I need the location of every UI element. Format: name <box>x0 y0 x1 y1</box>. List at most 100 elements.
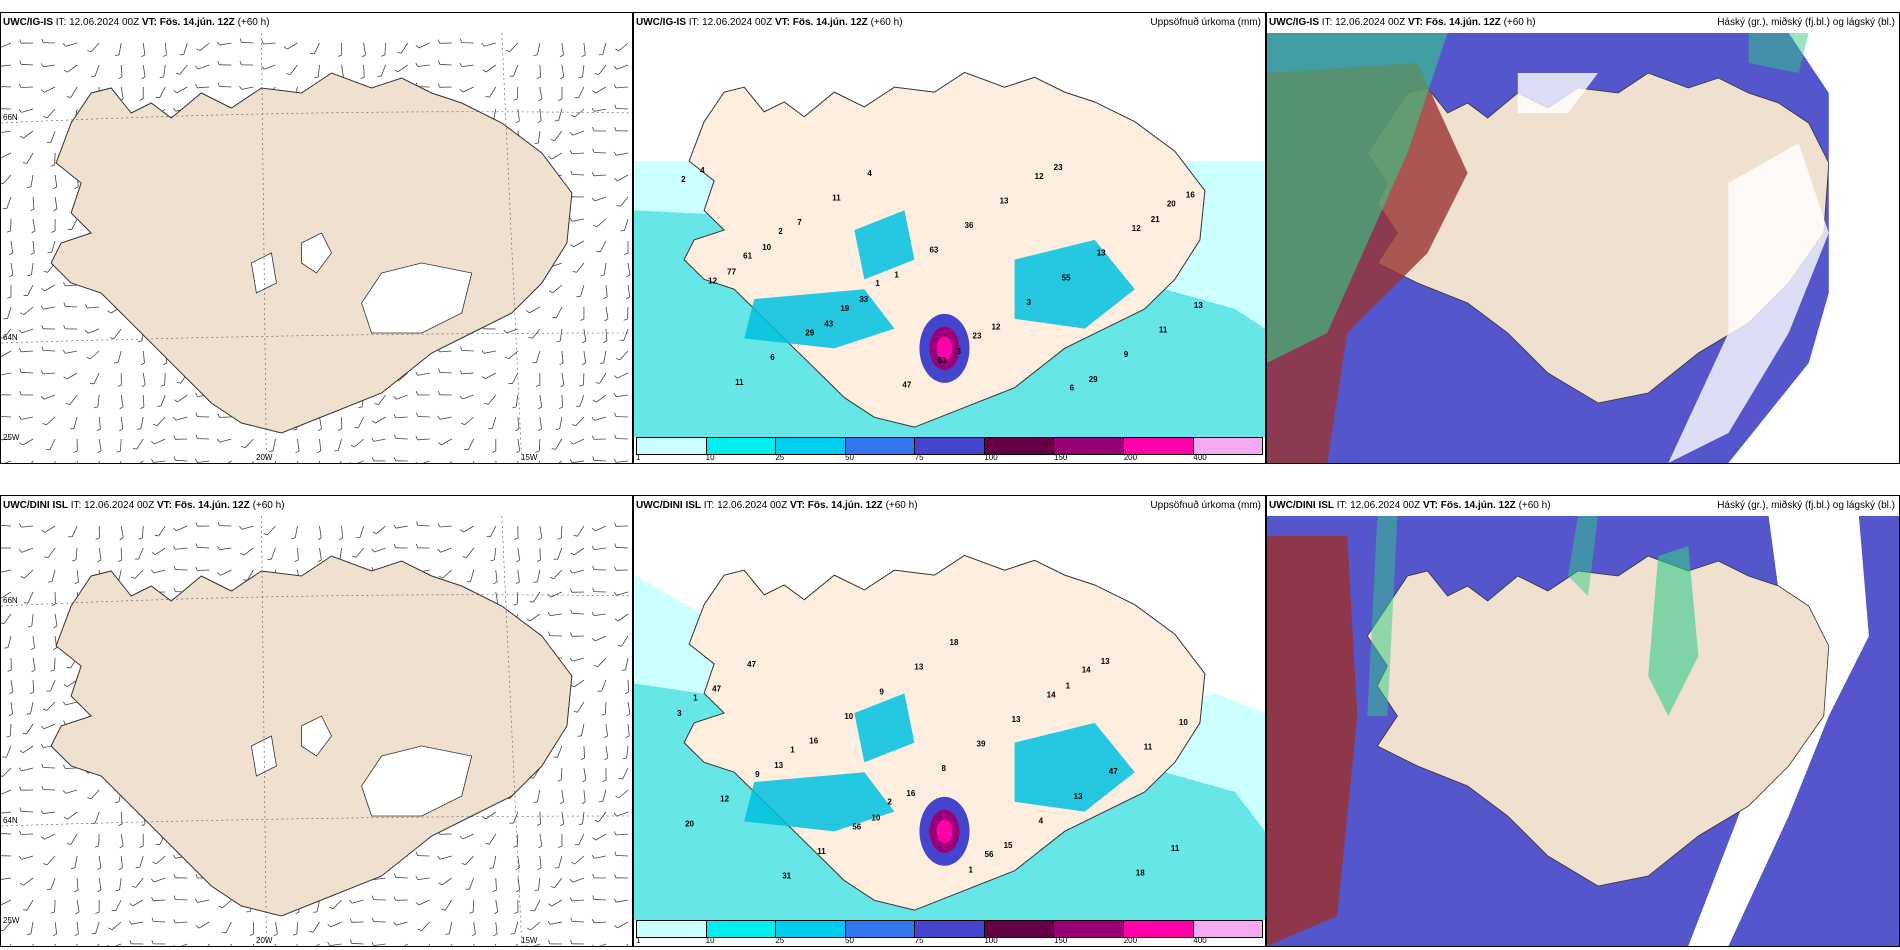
wind-barb <box>363 42 366 55</box>
cloud-map[interactable] <box>1267 33 1899 463</box>
wind-barb-flag <box>74 186 79 190</box>
wind-barb-flag <box>41 836 45 840</box>
wind-barb-flag <box>115 801 120 803</box>
wind-barb-flag <box>7 669 12 672</box>
wind-barb <box>617 174 629 182</box>
wind-barb <box>154 438 166 445</box>
wind-barb <box>605 723 608 736</box>
wind-barb <box>183 42 188 55</box>
wind-barb-flag <box>22 162 28 164</box>
wind-barb <box>578 833 585 845</box>
wind-barb <box>495 591 499 604</box>
wind-barb <box>207 943 210 946</box>
wind-barb-flag <box>591 854 595 859</box>
wind-barb-flag <box>570 244 574 248</box>
wind-barb-flag <box>85 304 88 309</box>
wind-barb <box>515 394 519 407</box>
wind-barb <box>21 855 34 860</box>
wind-barb-flag <box>459 370 463 374</box>
wind-barb-flag <box>41 89 45 93</box>
wind-barb-flag <box>18 523 22 528</box>
wind-barb-flag <box>415 62 419 67</box>
wind-barb <box>54 174 58 187</box>
wind-barb-flag <box>62 349 66 354</box>
cloud-map[interactable] <box>1267 516 1899 946</box>
wind-barb <box>97 943 100 946</box>
wind-barb <box>252 460 254 463</box>
wind-barb-flag <box>63 69 68 73</box>
wind-barb-flag <box>460 346 463 351</box>
wind-barb-flag <box>19 442 23 446</box>
wind-barb-flag <box>41 324 44 329</box>
wind-barb <box>465 855 475 865</box>
wind-barb-flag <box>349 939 352 944</box>
wind-barb-flag <box>195 412 198 417</box>
wind-barb-flag <box>151 552 156 556</box>
wind-barb <box>539 811 541 825</box>
wind-barb-flag <box>572 270 577 273</box>
precip-value-label: 12 <box>992 323 1001 332</box>
wind-barb-flag <box>626 713 631 717</box>
wind-barb <box>560 525 563 539</box>
wind-barb <box>597 657 607 667</box>
wind-barb <box>317 64 320 77</box>
wind-barb-flag <box>614 924 618 929</box>
precip-value-label: 6 <box>1070 384 1075 393</box>
precip-shade <box>1014 722 1135 812</box>
wind-barb-flag <box>141 384 146 388</box>
precip-map[interactable]: 2 2 1 23 6 20 61 19 63 12 12 12 29 47 13 13 13 6 4 36 55 11 11… <box>634 33 1265 437</box>
high-cloud-shade <box>1367 516 1398 716</box>
wind-barb-flag <box>559 54 564 58</box>
wind-barb <box>264 64 276 70</box>
wind-barb-flag <box>27 274 32 277</box>
wind-barb-flag <box>602 340 607 344</box>
wind-barb-flag <box>415 44 420 49</box>
colorbar-tick-label: 50 <box>845 936 854 945</box>
wind-barb <box>473 921 476 934</box>
wind-barb-map[interactable] <box>1 33 632 463</box>
wind-barb-flag <box>128 920 132 925</box>
wind-barb-map[interactable] <box>1 516 632 946</box>
wind-barb-flag <box>604 757 609 761</box>
panel-variable-title: Háský (gr.), miðský (fj.bl.) og lágský (… <box>1717 500 1895 511</box>
wind-barb <box>31 460 34 463</box>
panel-header: UWC/DINI ISL IT: 12.06.2024 00Z VT: Fös.… <box>1 496 632 516</box>
wind-barb <box>21 108 34 113</box>
wind-barb-flag <box>361 54 366 58</box>
wind-barb <box>179 64 188 75</box>
wind-barb-flag <box>19 83 22 88</box>
wind-barb-flag <box>394 873 397 878</box>
wind-barb-flag <box>138 537 143 540</box>
precip-value-label: 13 <box>774 761 783 770</box>
wind-barb <box>296 943 298 946</box>
wind-barb-flag <box>593 664 598 668</box>
wind-barb-flag <box>537 867 542 871</box>
wind-barb <box>448 921 453 934</box>
wind-barb-flag <box>40 395 45 400</box>
wind-barb-flag <box>73 450 78 453</box>
wind-barb-flag <box>594 820 599 822</box>
wind-barb-flag <box>8 713 13 717</box>
wind-barb <box>65 789 78 794</box>
colorbar-swatch <box>706 921 777 937</box>
wind-barb <box>313 42 320 54</box>
wind-barb <box>395 416 408 419</box>
wind-barb <box>32 218 36 231</box>
wind-barb <box>530 921 541 931</box>
wind-barb-flag <box>40 63 44 67</box>
wind-barb-flag <box>19 750 24 754</box>
wind-barb <box>627 679 630 693</box>
precip-map[interactable]: 1 1 2 56 14 10 9 56 18 14 11 12 11 13 13 47 20 31 9 39 13 11 4… <box>634 516 1265 920</box>
wind-barb-flag <box>533 581 538 583</box>
wind-barb <box>551 899 563 907</box>
panel-header: UWC/IG-IS IT: 12.06.2024 00Z VT: Fös. 14… <box>1 13 632 33</box>
wind-barb-flag <box>548 156 552 160</box>
wind-barb <box>495 460 497 463</box>
wind-barb-flag <box>70 867 75 869</box>
wind-barb <box>21 63 34 66</box>
wind-barb <box>1 86 12 88</box>
wind-barb-flag <box>547 920 551 925</box>
wind-barb <box>363 64 365 78</box>
wind-barb <box>615 86 629 89</box>
wind-barb-flag <box>570 917 573 922</box>
